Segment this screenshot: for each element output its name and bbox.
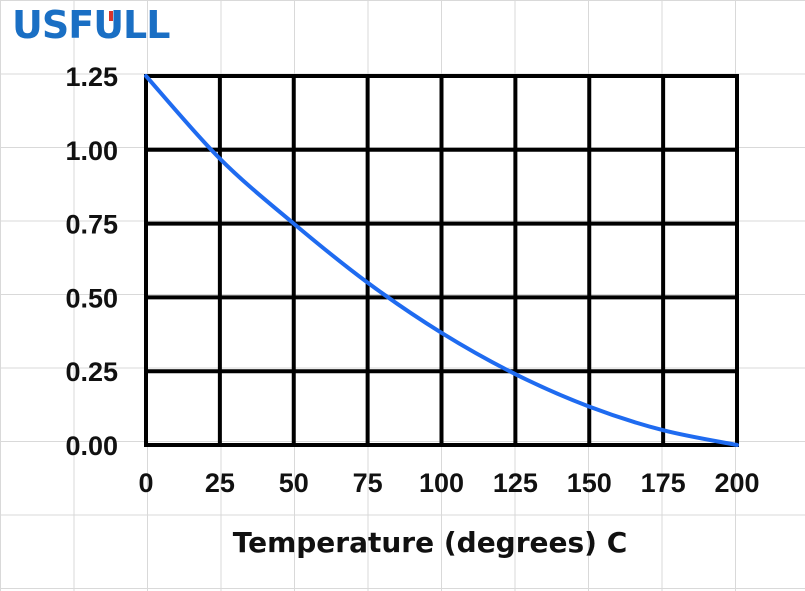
brand-logo: USFULL — [12, 3, 170, 47]
series-layer — [144, 74, 739, 447]
x-tick-label: 175 — [641, 468, 686, 498]
y-tick-label: 0.25 — [65, 357, 118, 387]
x-tick-label: 125 — [493, 468, 538, 498]
x-tick-label: 25 — [205, 468, 235, 498]
x-tick-label: 200 — [714, 468, 759, 498]
x-axis-title: Temperature (degrees) C — [233, 526, 628, 559]
y-tick-labels: 1.25 1.00 0.75 0.50 0.25 0.00 — [65, 62, 118, 461]
y-tick-label: 0.00 — [65, 431, 118, 461]
x-tick-labels: 0 25 50 75 100 125 150 175 200 — [138, 468, 759, 498]
x-tick-label: 50 — [279, 468, 309, 498]
x-tick-label: 100 — [419, 468, 464, 498]
x-tick-label: 0 — [138, 468, 153, 498]
x-tick-label: 75 — [353, 468, 383, 498]
y-tick-label: 1.00 — [65, 136, 118, 166]
y-tick-label: 1.25 — [65, 62, 118, 92]
brand-logo-text: USFULL — [12, 3, 170, 47]
plot-grid — [144, 74, 739, 447]
series-line — [144, 74, 739, 447]
x-tick-label: 150 — [567, 468, 612, 498]
y-tick-label: 0.50 — [65, 283, 118, 313]
y-tick-label: 0.75 — [65, 210, 118, 240]
